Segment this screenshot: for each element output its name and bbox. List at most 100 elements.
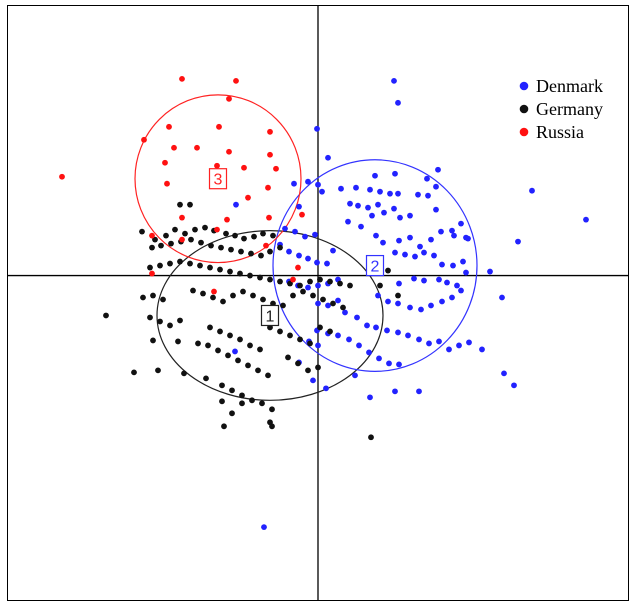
point-denmark <box>387 190 393 197</box>
point-denmark <box>319 188 325 195</box>
point-germany <box>257 274 263 281</box>
cluster-ellipse-1 <box>156 230 384 401</box>
point-denmark <box>325 154 331 161</box>
point-denmark <box>415 191 421 198</box>
point-denmark <box>391 205 397 212</box>
point-germany <box>347 282 353 289</box>
point-germany <box>255 367 261 374</box>
point-germany <box>237 336 243 343</box>
point-denmark <box>458 220 464 227</box>
point-denmark <box>352 372 358 379</box>
point-denmark <box>438 228 444 235</box>
point-germany <box>239 392 245 399</box>
point-germany <box>188 236 194 243</box>
point-denmark <box>365 204 371 211</box>
point-germany <box>297 336 303 343</box>
point-denmark <box>373 324 379 331</box>
point-germany <box>219 398 225 405</box>
point-germany <box>210 294 216 301</box>
point-denmark <box>354 314 360 321</box>
point-germany <box>228 246 234 253</box>
point-russia <box>295 264 301 271</box>
point-germany <box>198 239 204 246</box>
point-germany <box>163 232 169 239</box>
point-denmark <box>407 212 413 219</box>
point-denmark <box>456 342 462 349</box>
point-germany <box>277 278 283 285</box>
point-germany <box>280 302 286 309</box>
point-germany <box>172 226 178 233</box>
point-denmark <box>529 187 535 194</box>
point-russia <box>214 226 220 233</box>
cluster-label-box-2 <box>365 254 385 277</box>
point-russia <box>233 77 239 84</box>
point-russia <box>299 211 305 218</box>
point-denmark <box>454 282 460 289</box>
point-germany <box>150 292 156 299</box>
point-denmark <box>345 218 351 225</box>
point-germany <box>240 288 246 295</box>
point-germany <box>219 382 225 389</box>
point-russia <box>226 95 232 102</box>
point-denmark <box>402 251 408 258</box>
point-germany <box>140 294 146 301</box>
point-russia <box>224 216 230 223</box>
point-denmark <box>424 175 430 182</box>
point-denmark <box>439 261 445 268</box>
point-germany <box>177 258 183 265</box>
point-germany <box>340 304 346 311</box>
point-germany <box>258 252 264 259</box>
point-denmark <box>392 249 398 256</box>
point-germany <box>167 322 173 329</box>
point-germany <box>287 332 293 339</box>
legend-label-russia: Russia <box>536 122 584 142</box>
point-russia <box>216 123 222 130</box>
point-russia <box>162 159 168 166</box>
point-denmark <box>392 170 398 177</box>
point-germany <box>297 282 303 289</box>
point-germany <box>265 372 271 379</box>
cluster-labels: 1 2 3 <box>208 168 385 327</box>
point-germany <box>207 324 213 331</box>
point-denmark <box>436 338 442 345</box>
point-russia <box>265 184 271 191</box>
point-germany <box>285 354 291 361</box>
point-germany <box>177 317 183 324</box>
point-denmark <box>499 294 505 301</box>
point-germany <box>310 292 316 299</box>
point-germany <box>317 324 323 331</box>
point-denmark <box>425 192 431 199</box>
point-denmark <box>305 255 311 262</box>
legend-label-germany: Germany <box>536 99 603 119</box>
point-germany <box>239 400 245 407</box>
point-denmark <box>439 298 445 305</box>
cluster-label-1: 1 <box>266 308 275 325</box>
point-germany <box>221 423 227 430</box>
point-denmark <box>369 212 375 219</box>
point-denmark <box>426 340 432 347</box>
legend: Denmark Germany Russia <box>519 76 603 142</box>
point-denmark <box>515 238 521 245</box>
point-denmark <box>397 214 403 221</box>
point-germany <box>187 260 193 267</box>
series-russia <box>59 75 305 295</box>
point-germany <box>197 262 203 269</box>
point-germany <box>217 328 223 335</box>
point-germany <box>235 357 241 364</box>
point-denmark <box>305 178 311 185</box>
point-denmark <box>463 234 469 241</box>
point-germany <box>155 367 161 374</box>
point-denmark <box>367 186 373 193</box>
point-denmark <box>323 385 329 392</box>
point-germany <box>217 266 223 273</box>
point-germany <box>203 375 209 382</box>
point-denmark <box>458 287 464 294</box>
point-denmark <box>380 239 386 246</box>
point-denmark <box>407 304 413 311</box>
point-denmark <box>261 524 267 531</box>
cluster-ellipses <box>134 94 478 401</box>
point-germany <box>167 260 173 267</box>
point-denmark <box>444 279 450 286</box>
point-germany <box>223 230 229 237</box>
